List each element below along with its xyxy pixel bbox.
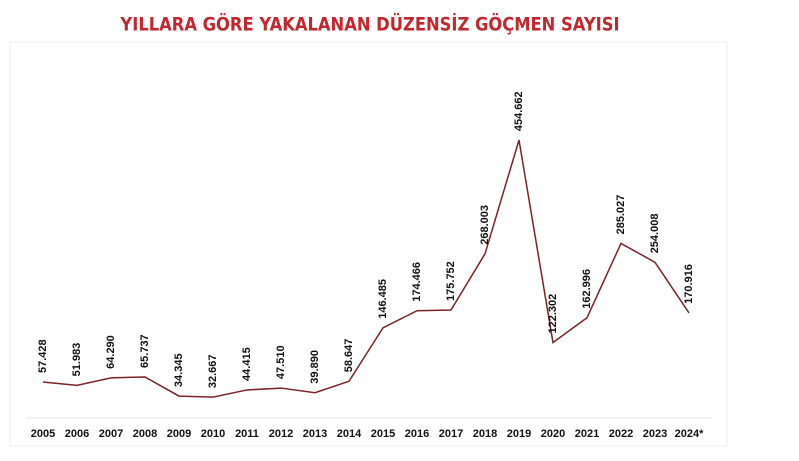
value-label: 47.510 (275, 345, 287, 379)
value-label: 146.485 (377, 279, 389, 319)
value-label: 170.916 (683, 264, 695, 304)
data-line (42, 139, 690, 398)
value-label: 32.667 (207, 354, 219, 388)
x-tick-label: 2013 (303, 428, 327, 440)
value-label: 454.662 (513, 91, 525, 131)
x-tick-label: 2017 (439, 428, 463, 440)
value-label: 175.752 (445, 261, 457, 301)
value-label: 51.983 (71, 343, 83, 377)
x-tick-label: 2005 (31, 428, 55, 440)
x-tick-label: 2009 (167, 428, 191, 440)
value-label: 122.302 (547, 294, 559, 334)
value-label: 44.415 (241, 347, 253, 381)
x-tick-label: 2012 (269, 428, 293, 440)
x-tick-label: 2006 (65, 428, 89, 440)
x-tick-label: 2010 (201, 428, 225, 440)
value-label: 174.466 (411, 262, 423, 302)
x-tick-label: 2008 (133, 428, 157, 440)
value-label: 39.890 (309, 350, 321, 384)
x-tick-label: 2020 (541, 428, 565, 440)
x-tick-label: 2015 (371, 428, 395, 440)
x-tick-label: 2018 (473, 428, 497, 440)
x-tick-label: 2014 (337, 428, 362, 440)
x-tick-label: 2024* (675, 428, 704, 440)
value-label: 58.647 (343, 339, 355, 373)
x-tick-label: 2007 (99, 428, 123, 440)
value-label: 162.996 (581, 269, 593, 309)
value-label: 65.737 (139, 334, 151, 368)
chart-title: YILLARA GÖRE YAKALANAN DÜZENSİZ GÖÇMEN S… (120, 12, 620, 36)
plot-frame (9, 41, 728, 447)
x-tick-label: 2019 (507, 428, 531, 440)
x-tick-label: 2023 (643, 428, 667, 440)
value-label: 285.027 (615, 195, 627, 235)
x-tick-label: 2022 (609, 428, 633, 440)
x-tick-label: 2021 (575, 428, 599, 440)
value-label: 64.290 (105, 335, 117, 369)
value-label: 254.008 (649, 214, 661, 254)
value-label: 57.428 (37, 339, 49, 373)
x-tick-label: 2016 (405, 428, 429, 440)
value-label: 34.345 (173, 353, 185, 387)
value-label: 268.003 (479, 205, 491, 245)
x-tick-label: 2011 (235, 428, 259, 440)
